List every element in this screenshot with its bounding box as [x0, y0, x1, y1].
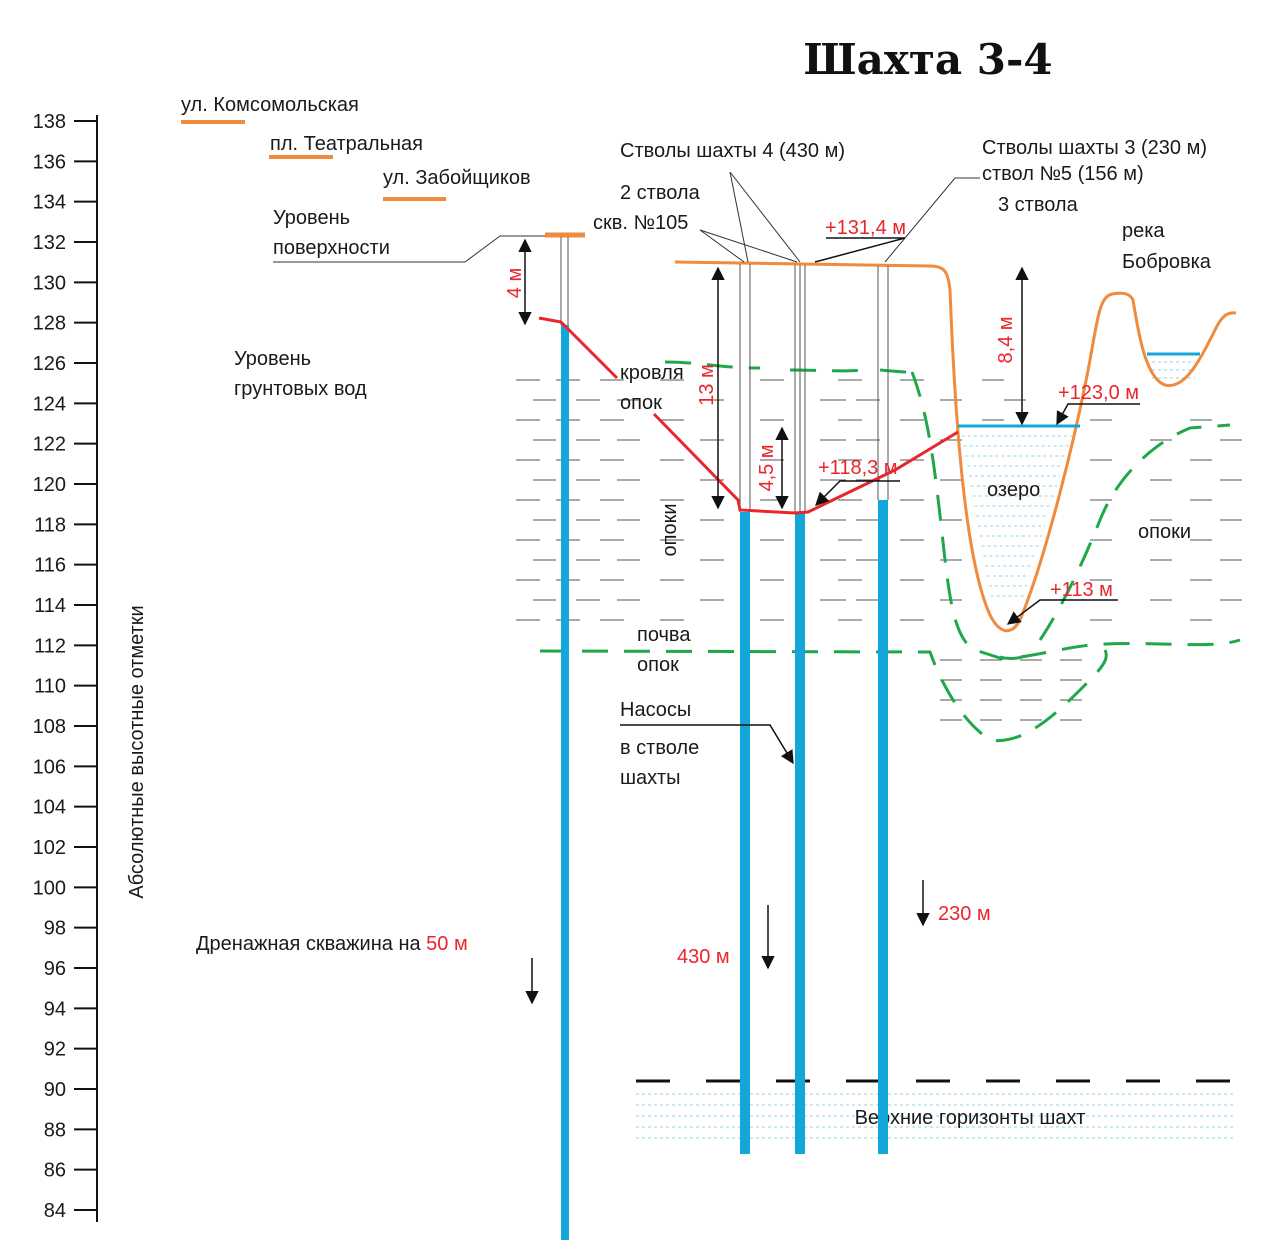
axis-tick-label: 104 — [33, 797, 66, 819]
axis-tick-label: 112 — [34, 635, 66, 657]
axis-tick-label: 88 — [44, 1119, 66, 1141]
dimension-8-4m-label: 8,4 м — [995, 316, 1017, 363]
lake-level-annotation: +123,0 м — [1058, 382, 1139, 404]
axis-tick-label: 84 — [44, 1200, 66, 1222]
axis-tick-label: 120 — [33, 474, 66, 496]
axis-label: Абсолютные высотные отметки — [126, 605, 148, 898]
axis-tick-label: 134 — [33, 192, 66, 214]
opoki-right-label: опоки — [1138, 521, 1191, 543]
pumps-label-line1: Насосы — [620, 699, 691, 721]
axis-tick-label: 122 — [33, 434, 66, 456]
opoki-rock-texture — [516, 379, 1242, 721]
axis-tick-label: 106 — [33, 756, 66, 778]
lake-label: озеро — [987, 479, 1040, 501]
opoki-left-label: опоки — [659, 504, 681, 557]
shaft-callout-leaders — [699, 171, 980, 263]
depth-430-label: 430 м — [677, 946, 730, 968]
roof-label-line1: кровля — [620, 362, 684, 384]
dimension-4m-label: 4 м — [504, 268, 526, 298]
surface-level-line1: Уровень — [273, 207, 350, 229]
shaft5-label: ствол №5 (156 м) — [982, 163, 1144, 185]
well105-label: скв. №105 — [593, 212, 688, 234]
groundwater-level-line2: грунтовых вод — [234, 378, 367, 400]
drainage-label: Дренажная скважина на 50 м — [196, 933, 468, 955]
axis-tick-label: 90 — [44, 1079, 66, 1101]
water-surfaces — [958, 352, 1200, 428]
pumps-label-line2: в стволе — [620, 737, 699, 759]
upper-horizons-label: Верхние горизонты шахт — [855, 1107, 1086, 1129]
lake-bottom-annotation: +113 м — [1050, 579, 1113, 601]
shafts4-count: 2 ствола — [620, 182, 701, 204]
axis-tick-label: 136 — [33, 151, 66, 173]
dimension-4-5m-label: 4,5 м — [756, 444, 778, 491]
pumps-leader — [620, 724, 794, 765]
shaft-water-annotation: +118,3 м — [818, 457, 898, 479]
axis-tick-label: 114 — [34, 595, 66, 617]
axis-tick-label: 110 — [34, 676, 66, 698]
street-label-zaboyshchikov: ул. Забойщиков — [383, 167, 531, 189]
axis-tick-label: 92 — [44, 1039, 66, 1061]
elevation-axis: 84 86 88 90 92 94 96 98 100 102 104 106 108 110 112 114… — [33, 111, 148, 1222]
axis-tick-label: 138 — [33, 111, 66, 133]
drainage-well — [560, 237, 569, 1240]
axis-tick-label: 132 — [33, 232, 66, 254]
ground-surface — [545, 232, 1237, 633]
diagram-title: Шахта 3-4 — [803, 35, 1052, 84]
opoki-boundaries — [539, 360, 1241, 743]
surface-level-line2: поверхности — [273, 237, 390, 259]
opoki-roof-line — [538, 316, 959, 515]
drainage-depth: 50 м — [426, 933, 468, 955]
roof-label-line2: опок — [620, 392, 662, 414]
axis-tick-label: 126 — [33, 353, 66, 375]
axis-tick-label: 108 — [33, 716, 66, 738]
axis-tick-label: 128 — [33, 313, 66, 335]
axis-tick-label: 118 — [34, 514, 66, 536]
river-label-line1: река — [1122, 220, 1165, 242]
groundwater-level-line1: Уровень — [234, 348, 311, 370]
street-label-teatralnaya: пл. Театральная — [270, 133, 423, 155]
street-markers: ул. Комсомольская пл. Театральная ул. За… — [181, 94, 531, 201]
street-label-komsomolskaya: ул. Комсомольская — [181, 94, 359, 116]
axis-tick-label: 116 — [34, 555, 66, 577]
pumps-label-line3: шахты — [620, 767, 680, 789]
axis-tick-label: 124 — [33, 393, 66, 415]
drainage-label-text: Дренажная скважина на — [196, 933, 426, 955]
shafts3-label: Стволы шахты 3 (230 м) — [982, 137, 1207, 159]
axis-tick-label: 96 — [44, 958, 66, 980]
axis-tick-label: 86 — [44, 1160, 66, 1182]
axis-tick-label: 98 — [44, 918, 66, 940]
sole-label-line1: почва — [637, 624, 691, 646]
axis-tick-label: 130 — [33, 272, 66, 294]
shafts3-count: 3 ствола — [998, 194, 1079, 216]
lake-water-hatch — [961, 361, 1195, 597]
river-label-line2: Бобровка — [1122, 251, 1212, 273]
surface-elevation-annotation: +131,4 м — [825, 217, 906, 239]
shaft-4a — [739, 264, 751, 1154]
shaft-4b — [794, 265, 806, 1154]
sole-label-line2: опок — [637, 654, 679, 676]
depth-230-label: 230 м — [938, 903, 991, 925]
axis-tick-label: 94 — [44, 998, 66, 1020]
surface-level-callout: Уровень поверхности — [273, 207, 545, 263]
axis-tick-label: 102 — [33, 837, 66, 859]
dimension-13m-label: 13 м — [696, 364, 718, 406]
shafts — [560, 237, 889, 1240]
shaft-3 — [877, 266, 889, 1154]
upper-horizons-zone: Верхние горизонты шахт — [636, 1079, 1236, 1139]
shafts4-label: Стволы шахты 4 (430 м) — [620, 140, 845, 162]
axis-tick-label: 100 — [33, 877, 66, 899]
